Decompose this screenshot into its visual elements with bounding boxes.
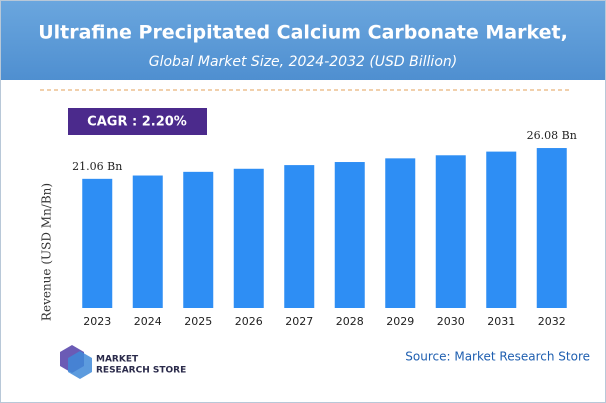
x-tick-label: 2026 [235,315,263,328]
bar [385,158,416,308]
bar [536,148,567,308]
bar [486,151,517,308]
x-tick-label: 2032 [538,315,566,328]
x-tick-label: 2028 [336,315,364,328]
bar [334,162,365,308]
cagr-box [68,108,207,135]
logo-text: RESEARCH STORE [96,366,186,376]
x-tick-label: 2031 [487,315,515,328]
x-tick-label: 2030 [437,315,465,328]
bar [132,175,163,308]
source: Source: Market Research Store [405,350,590,364]
header [1,1,605,80]
data-label: 21.06 Bn [72,160,122,173]
cagr-text: CAGR : 2.20% [87,115,187,130]
bar [284,165,315,308]
x-tick-label: 2024 [134,315,162,328]
bar [183,171,214,308]
chart-title: Ultrafine Precipitated Calcium Carbonate… [38,22,568,44]
bar [233,168,264,308]
x-tick-label: 2025 [184,315,212,328]
chart-subtitle: Global Market Size, 2024-2032 (USD Billi… [149,54,457,70]
logo-text: MARKET [96,355,139,365]
logo: MARKET RESEARCH STORE [60,345,186,379]
logo-icon [68,351,92,379]
data-label: 26.08 Bn [527,129,577,142]
x-tick-label: 2029 [386,315,414,328]
bar [82,178,113,308]
x-tick-label: 2027 [285,315,313,328]
bar [435,155,466,308]
x-tick-label: 2023 [83,315,111,328]
y-axis-label: Revenue (USD Mn/Bn) [40,183,54,321]
